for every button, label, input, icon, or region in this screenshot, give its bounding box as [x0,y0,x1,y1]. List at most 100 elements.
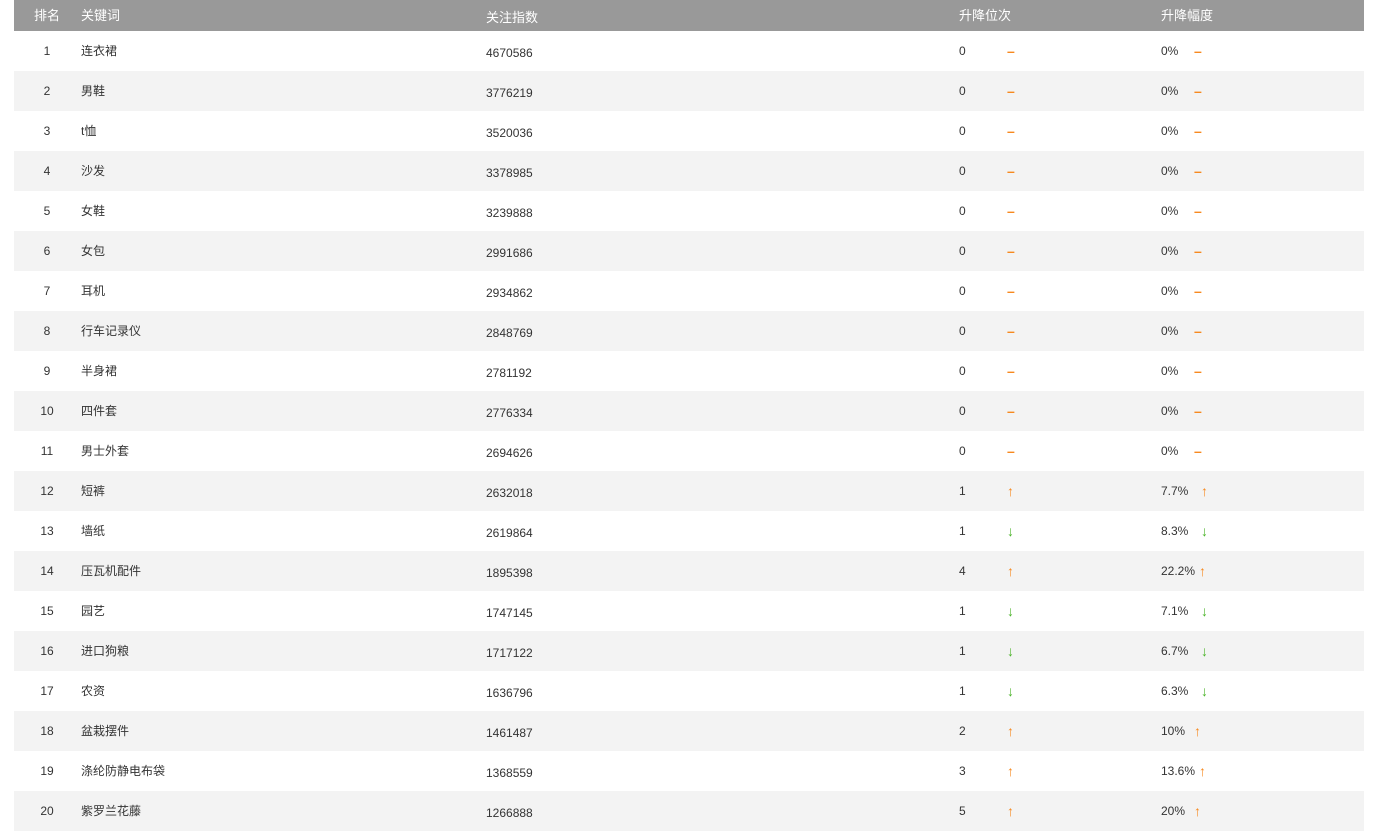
attention-index: 1636796 [486,686,533,700]
keyword-link[interactable]: 耳机 [81,284,106,298]
trend-flat-icon: – [1007,123,1015,139]
keyword-link[interactable]: 四件套 [81,404,118,418]
rank-change: 0 [959,404,966,418]
rank-change: 4 [959,564,966,578]
table-row: 7 耳机 2934862 0 – 0% – [14,271,1364,311]
trend-flat-icon: – [1007,163,1015,179]
attention-index: 2991686 [486,246,533,260]
header-index: 关注指数 [486,10,539,25]
keyword-link[interactable]: 盆栽摆件 [81,724,130,738]
change-percent: 0% [1161,284,1179,298]
rank-change: 1 [959,524,966,538]
keyword-link[interactable]: 男鞋 [81,84,106,98]
rank: 19 [40,764,54,778]
rank: 5 [43,204,51,218]
rank: 6 [43,244,51,258]
trend-down-icon: ↓ [1007,683,1014,699]
trend-down-icon: ↓ [1201,523,1208,539]
keyword-link[interactable]: 女鞋 [81,204,106,218]
table-row: 17 农资 1636796 1 ↓ 6.3% ↓ [14,671,1364,711]
keyword-link[interactable]: 连衣裙 [81,44,118,58]
keyword-link[interactable]: 男士外套 [81,444,130,458]
change-percent: 13.6% [1161,764,1196,778]
table-row: 13 墙纸 2619864 1 ↓ 8.3% ↓ [14,511,1364,551]
table-header: 排名 关键词 关注指数 升降位次 升降幅度 [14,0,1364,31]
table-row: 9 半身裙 2781192 0 – 0% – [14,351,1364,391]
change-percent: 0% [1161,84,1179,98]
keyword-link[interactable]: 沙发 [81,164,106,178]
rank-change: 0 [959,444,966,458]
keyword-link[interactable]: 半身裙 [81,364,118,378]
rank: 1 [43,44,51,58]
keyword-link[interactable]: 农资 [81,684,106,698]
attention-index: 2848769 [486,326,533,340]
table-row: 18 盆栽摆件 1461487 2 ↑ 10% ↑ [14,711,1364,751]
trend-up-icon: ↑ [1194,803,1201,819]
change-percent: 0% [1161,164,1179,178]
rank: 3 [43,124,51,138]
keyword-link[interactable]: 紫罗兰花藤 [81,804,142,818]
rank: 18 [40,724,54,738]
table-row: 8 行车记录仪 2848769 0 – 0% – [14,311,1364,351]
attention-index: 3776219 [486,86,533,100]
keyword-link[interactable]: 园艺 [81,604,106,618]
change-percent: 0% [1161,444,1179,458]
attention-index: 1717122 [486,646,533,660]
rank-change: 3 [959,764,966,778]
trend-up-icon: ↑ [1007,723,1014,739]
rank-change: 1 [959,684,966,698]
trend-up-icon: ↑ [1007,763,1014,779]
trend-flat-icon: – [1194,443,1202,459]
keyword-link[interactable]: 进口狗粮 [81,644,130,658]
change-percent: 10% [1161,724,1186,738]
change-percent: 20% [1161,804,1186,818]
change-percent: 6.3% [1161,684,1189,698]
trend-flat-icon: – [1194,163,1202,179]
attention-index: 2619864 [486,526,533,540]
table-row: 20 紫罗兰花藤 1266888 5 ↑ 20% ↑ [14,791,1364,831]
rank: 4 [43,164,51,178]
table-row: 2 男鞋 3776219 0 – 0% – [14,71,1364,111]
trend-up-icon: ↑ [1201,483,1208,499]
trend-flat-icon: – [1007,443,1015,459]
attention-index: 4670586 [486,46,533,60]
table-row: 19 涤纶防静电布袋 1368559 3 ↑ 13.6% ↑ [14,751,1364,791]
keyword-link[interactable]: 行车记录仪 [81,324,142,338]
trend-down-icon: ↓ [1007,603,1014,619]
rank-change: 0 [959,84,966,98]
rank: 13 [40,524,54,538]
keyword-link[interactable]: 涤纶防静电布袋 [81,764,166,778]
trend-up-icon: ↑ [1199,563,1206,579]
header-pct: 升降幅度 [1161,8,1214,23]
rank: 12 [40,484,54,498]
trend-flat-icon: – [1194,83,1202,99]
change-percent: 7.1% [1161,604,1189,618]
rank: 2 [43,84,51,98]
change-percent: 8.3% [1161,524,1189,538]
keyword-link[interactable]: 压瓦机配件 [81,564,142,578]
attention-index: 1266888 [486,806,533,820]
trend-flat-icon: – [1007,243,1015,259]
change-percent: 0% [1161,124,1179,138]
keyword-link[interactable]: 短裤 [81,484,106,498]
trend-flat-icon: – [1007,323,1015,339]
trend-flat-icon: – [1007,363,1015,379]
attention-index: 2781192 [486,366,532,380]
trend-down-icon: ↓ [1007,523,1014,539]
keyword-link[interactable]: 墙纸 [81,524,106,538]
table-row: 15 园艺 1747145 1 ↓ 7.1% ↓ [14,591,1364,631]
keyword-link[interactable]: 女包 [81,244,106,258]
rank: 7 [43,284,51,298]
trend-flat-icon: – [1007,403,1015,419]
rank: 15 [40,604,54,618]
attention-index: 2694626 [486,446,533,460]
trend-up-icon: ↑ [1199,763,1206,779]
rank: 17 [40,684,54,698]
trend-flat-icon: – [1007,43,1015,59]
rank: 8 [43,324,51,338]
table-row: 6 女包 2991686 0 – 0% – [14,231,1364,271]
keyword-link[interactable]: t恤 [81,124,97,138]
attention-index: 3378985 [486,166,533,180]
trend-flat-icon: – [1007,83,1015,99]
trend-up-icon: ↑ [1007,563,1014,579]
